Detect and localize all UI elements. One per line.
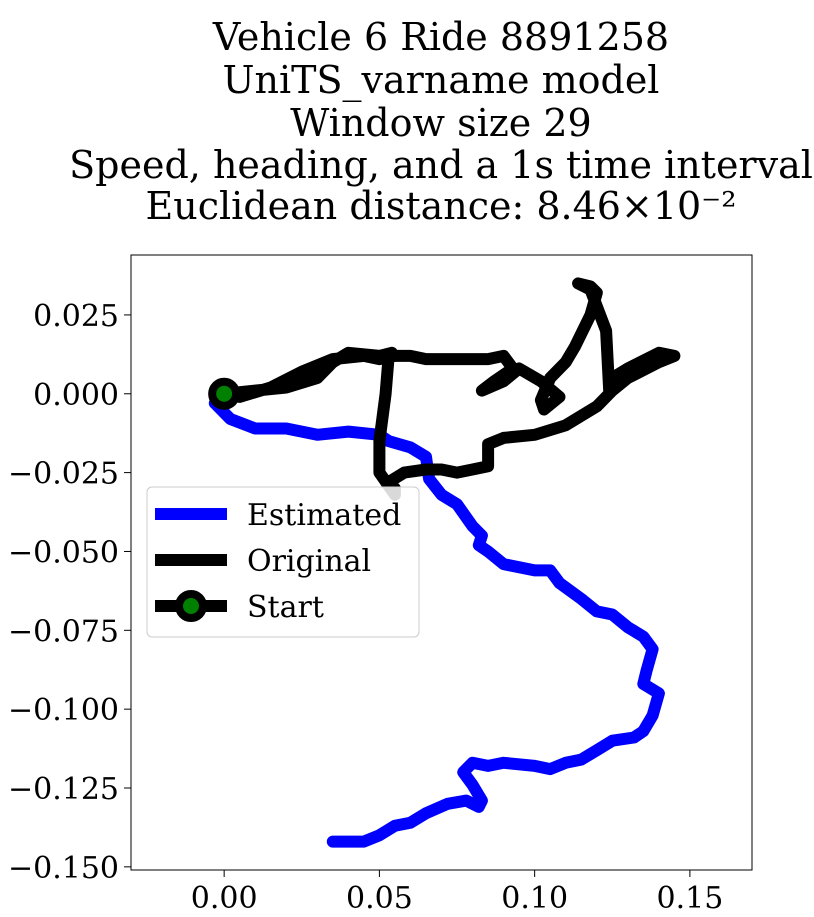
legend-label: Original [247,544,371,579]
legend: Estimated Original Start [146,486,420,638]
y-tick-label: −0.075 [8,614,119,649]
y-axis: 0.025 0.000 −0.025 −0.050 −0.075 −0.100 −0.125… [8,299,131,886]
series-line-original [218,277,681,501]
title-line-3: Window size 29 [290,101,591,145]
y-tick-label: −0.050 [8,535,119,570]
x-tick-label: 0.10 [501,881,568,916]
plot-area-frame [130,254,753,871]
y-tick-label: −0.025 [8,457,119,492]
y-tick-label: −0.150 [8,851,119,886]
title-line-5: Euclidean distance: 8.46×10⁻² [146,184,737,228]
legend-label: Start [247,590,324,625]
legend-label: Estimated [247,498,401,533]
x-tick-label: 0.05 [346,881,413,916]
legend-box [146,486,420,638]
x-tick-label: 0.00 [191,881,258,916]
title-line-1: Vehicle 6 Ride 8891258 [212,15,669,59]
y-tick-label: 0.000 [33,378,119,413]
legend-item-original: Original [155,544,371,579]
x-axis: 0.00 0.05 0.10 0.15 [191,870,724,916]
legend-item-estimated: Estimated [155,498,401,533]
start-marker [208,377,241,410]
y-tick-label: −0.100 [8,693,119,728]
series-layer [208,277,681,848]
x-tick-label: 0.15 [657,881,724,916]
legend-start-marker [175,590,207,622]
y-tick-label: 0.025 [33,299,119,334]
y-tick-label: −0.125 [8,772,119,807]
legend-item-start: Start [155,590,324,625]
title-line-4: Speed, heading, and a 1s time interval [69,143,813,187]
series-line-estimated [208,387,665,848]
title-line-2: UniTS_varname model [223,58,660,103]
